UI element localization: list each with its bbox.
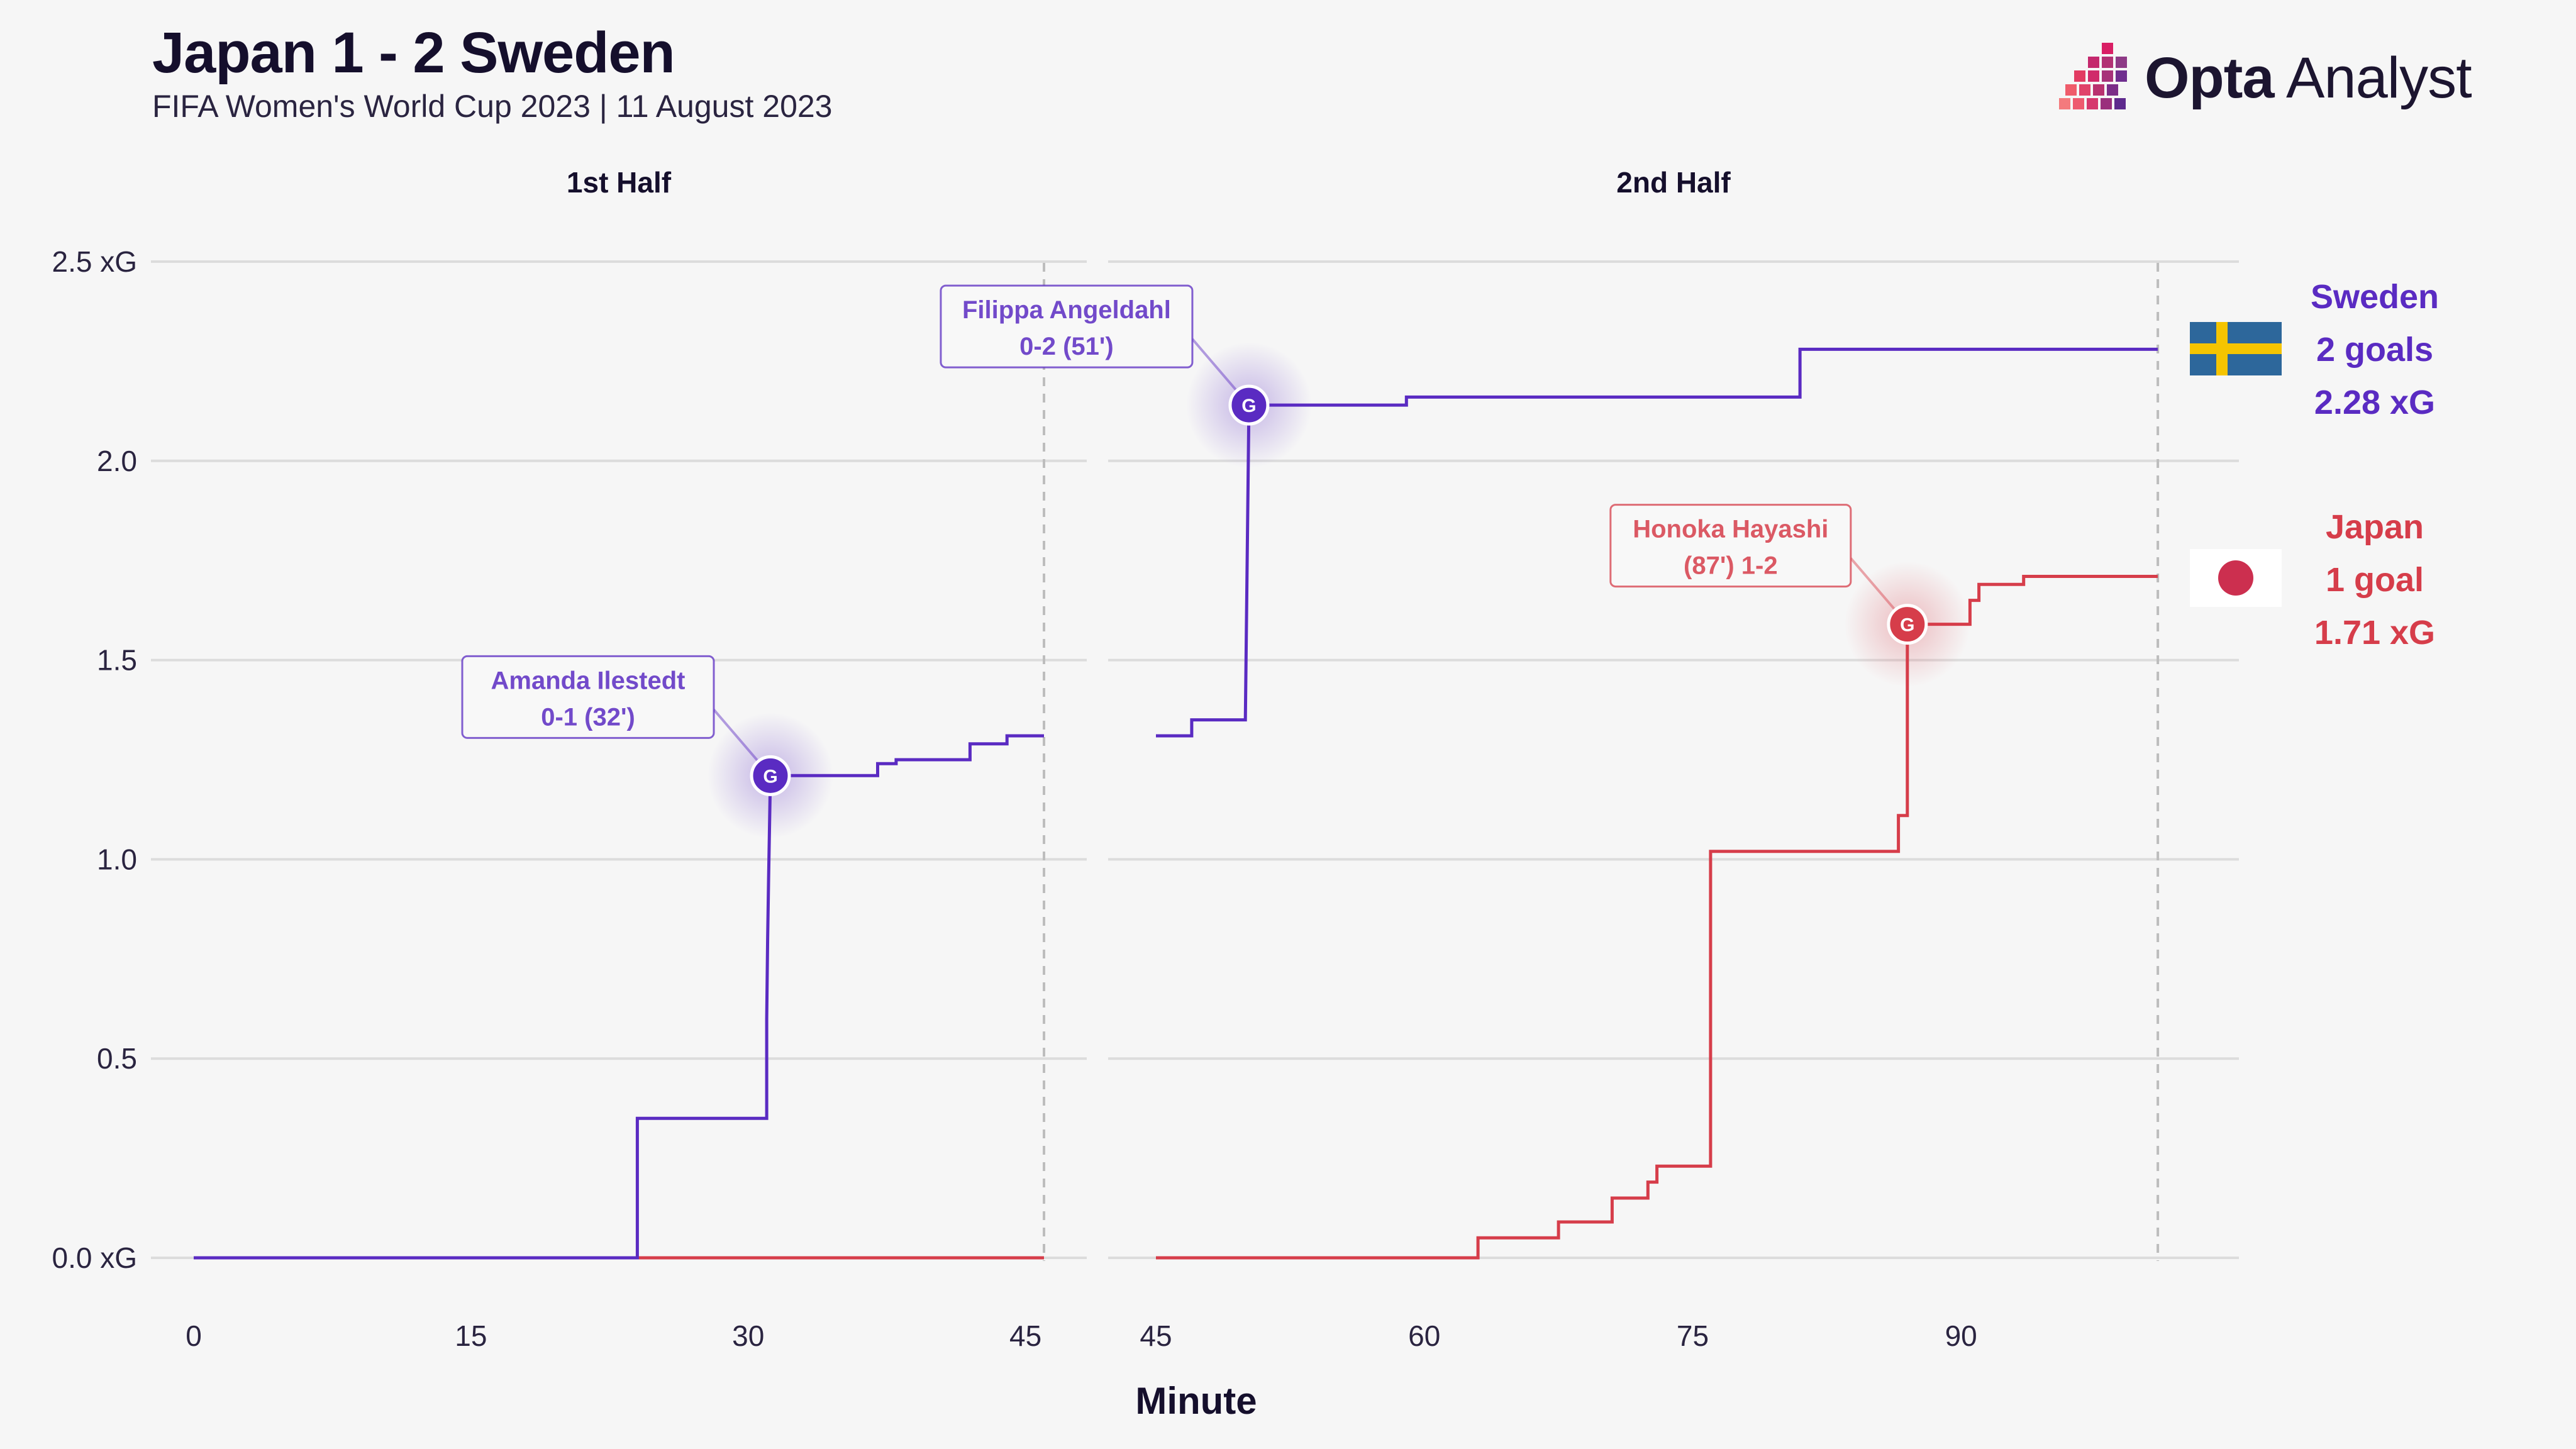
goal-marker (750, 755, 791, 796)
x-tick-label: 45 (1140, 1319, 1172, 1352)
axes: 1st Half 0 15 30 45 2nd Half 45 60 75 90 0.0 xG 0.5… (52, 166, 1977, 1422)
goal-label-scorer: Amanda Ilestedt (491, 667, 686, 694)
legend: Sweden 2 goals 2.28 xG Japan 1 goal 1.71 xG (2311, 278, 2439, 652)
legend-team-goals: 2 goals (2316, 331, 2433, 369)
goal-annotations: Amanda Ilestedt 0-1 (32') G Filippa Angelda… (461, 284, 1970, 839)
x-tick-label: 15 (455, 1319, 487, 1352)
series-lines (194, 347, 2158, 1260)
goal-marker-letter: G (763, 766, 777, 787)
x-tick-label: 45 (1009, 1319, 1041, 1352)
y-tick-label: 2.5 xG (52, 245, 137, 278)
brand-name-light: Analyst (2273, 46, 2472, 110)
goal-label-score: (87') 1-2 (1684, 552, 1778, 580)
legend-team-xg: 1.71 xG (2314, 614, 2435, 652)
brand-wordmark: Opta Analyst (2145, 45, 2472, 111)
y-tick-label: 2.0 (97, 445, 137, 477)
goal-label-scorer: Filippa Angeldahl (962, 296, 1171, 324)
page-subtitle: FIFA Women's World Cup 2023 | 11 August … (152, 89, 833, 124)
y-tick-label: 0.5 (97, 1042, 137, 1075)
x-tick-label: 75 (1677, 1319, 1709, 1352)
goal-marker (1228, 384, 1270, 426)
x-tick-label: 0 (186, 1319, 202, 1352)
y-tick-label: 0.0 xG (52, 1241, 137, 1274)
series-line-sweden (1156, 347, 2158, 738)
goal-label-box (1609, 504, 1852, 588)
legend-team-goals: 1 goal (2326, 561, 2424, 599)
goal-label-score: 0-1 (32') (541, 703, 635, 731)
legend-team-xg: 2.28 xG (2314, 384, 2435, 421)
legend-team-name: Japan (2326, 508, 2424, 546)
goal-label-box (461, 655, 715, 739)
panel-title: 1st Half (567, 166, 672, 199)
goal-label-box (940, 284, 1194, 369)
opta-pixel-arrow-icon (2059, 43, 2127, 109)
goal-marker (1887, 604, 1928, 645)
series-line-japan (1156, 575, 2158, 1260)
x-axis-label: Minute (1135, 1380, 1257, 1422)
series-line-sweden (194, 734, 1044, 1260)
panel-title: 2nd Half (1616, 166, 1731, 199)
goal-marker-letter: G (1900, 615, 1914, 636)
sweden-flag-icon (2190, 322, 2282, 375)
brand-logo: Opta Analyst (2057, 39, 2472, 121)
y-tick-label: 1.5 (97, 644, 137, 677)
y-tick-label: 1.0 (97, 843, 137, 875)
legend-team-name: Sweden (2311, 278, 2439, 316)
x-tick-label: 90 (1945, 1319, 1977, 1352)
goal-marker-letter: G (1241, 396, 1256, 416)
goal-label-score: 0-2 (51') (1019, 333, 1114, 360)
page-title: Japan 1 - 2 Sweden (152, 21, 675, 85)
x-tick-label: 30 (732, 1319, 764, 1352)
brand-name-bold: Opta (2145, 46, 2275, 110)
japan-flag-icon (2190, 549, 2282, 607)
goal-label-scorer: Honoka Hayashi (1633, 516, 1828, 543)
x-tick-label: 60 (1408, 1319, 1440, 1352)
